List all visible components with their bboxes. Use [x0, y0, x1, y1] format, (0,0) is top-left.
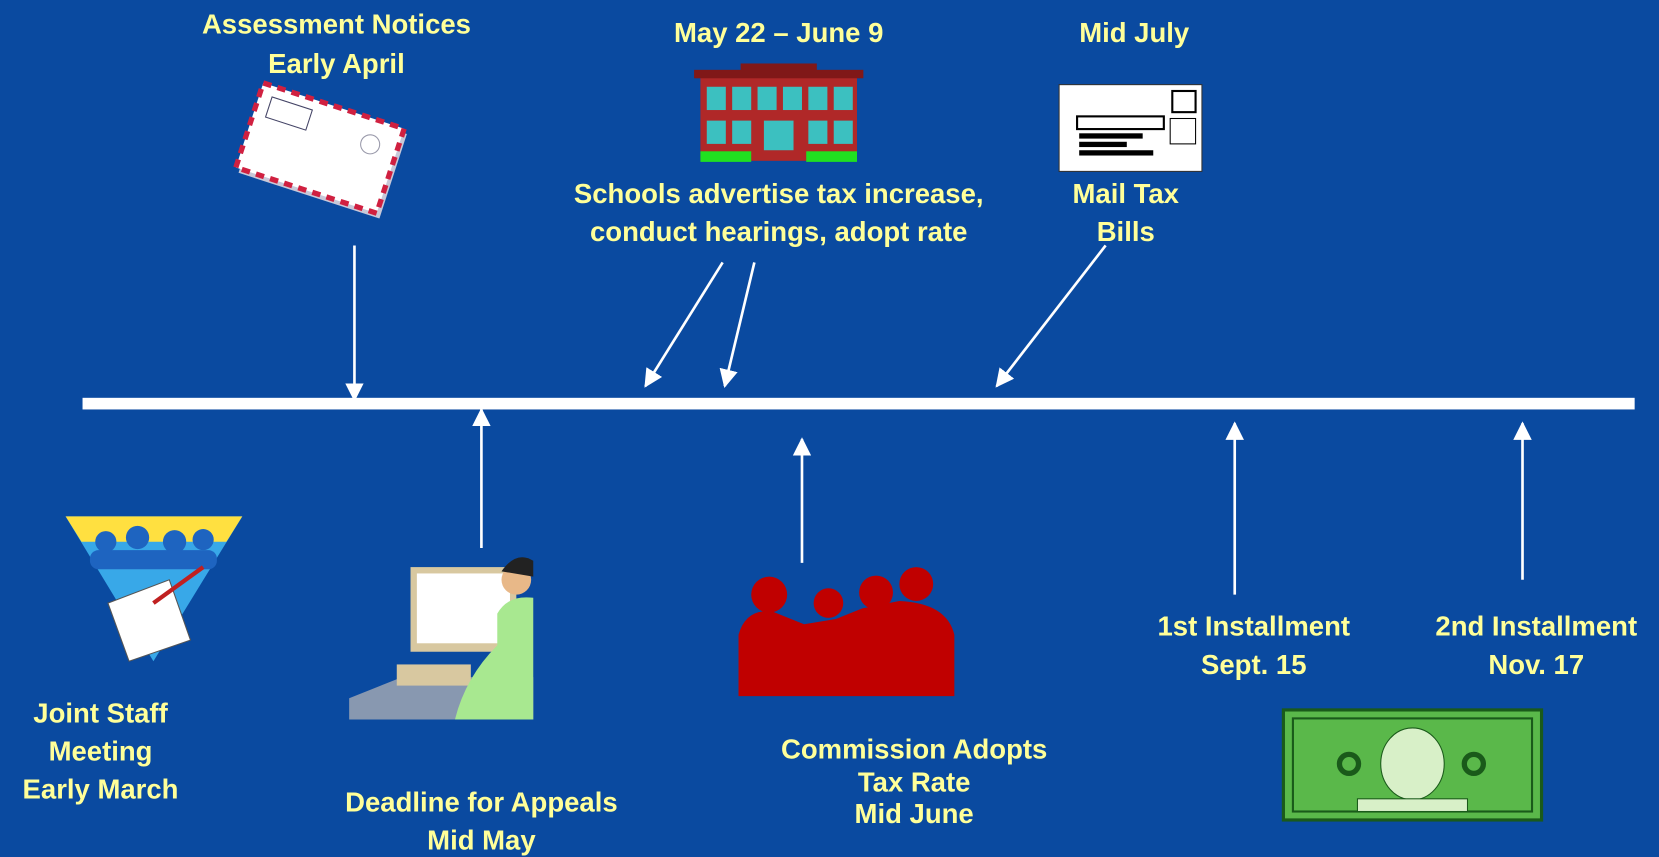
event-label: Nov. 17: [1488, 649, 1584, 680]
event-label: Mid July: [1079, 17, 1190, 48]
event-label: Sept. 15: [1201, 649, 1306, 680]
event-label: Meeting: [49, 736, 153, 767]
event-label: 2nd Installment: [1435, 611, 1637, 642]
event-label: conduct hearings, adopt rate: [590, 216, 967, 247]
event-label: Deadline for Appeals: [345, 786, 618, 817]
school-icon: [694, 63, 863, 161]
event-label: Tax Rate: [858, 766, 971, 797]
event-label: May 22 – June 9: [674, 17, 883, 48]
timeline-bar: [83, 398, 1635, 410]
event-label: Mail Tax: [1073, 178, 1180, 209]
dollar-icon: [1283, 710, 1541, 820]
event-label: Commission Adopts: [781, 733, 1047, 764]
event-label: Early April: [268, 48, 405, 79]
event-label: Assessment Notices: [202, 9, 471, 40]
event-label: 1st Installment: [1157, 611, 1350, 642]
event-label: Early March: [23, 774, 179, 805]
event-label: Schools advertise tax increase,: [574, 178, 984, 209]
event-label: Bills: [1097, 216, 1155, 247]
event-label: Mid May: [427, 824, 536, 855]
page: Assessment Notices Early April May 22 – Ju…: [0, 0, 1659, 857]
timeline-slide: Assessment Notices Early April May 22 – Ju…: [0, 0, 1659, 857]
event-label: Mid June: [855, 798, 974, 829]
event-label: Joint Staff: [33, 697, 168, 728]
tax-bill-icon: [1059, 85, 1202, 172]
